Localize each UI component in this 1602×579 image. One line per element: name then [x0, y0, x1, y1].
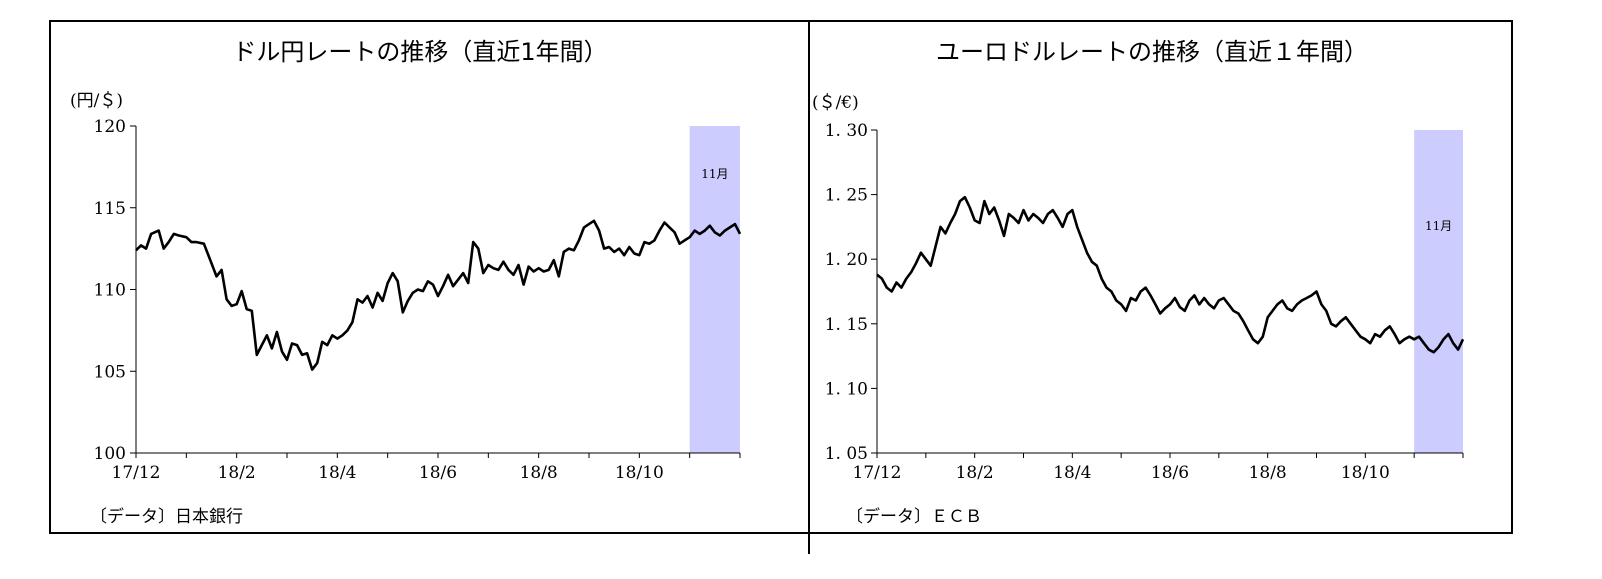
source-note: 〔データ〕ＥＣＢ	[846, 506, 982, 527]
y-tick-label: 1. 20	[825, 250, 868, 270]
x-tick-label: 18/6	[1151, 463, 1189, 483]
x-tick-label: 17/12	[853, 463, 902, 483]
x-tick-label: 18/8	[520, 463, 558, 483]
series-line	[135, 219, 742, 371]
x-tick-label: 18/4	[1053, 463, 1091, 483]
y-tick-label: 105	[94, 362, 126, 382]
highlight-label: 11月	[1425, 219, 1452, 233]
x-tick-label: 18/2	[956, 463, 994, 483]
highlight-band	[689, 126, 740, 453]
chart-title: ドル円レートの推移（直近1年間）	[232, 38, 607, 66]
plot-area: 11月 1. 05 1. 10 1. 15 1. 20 1. 25 1. 30 17/12 18…	[825, 121, 1465, 483]
series-line	[876, 195, 1465, 354]
usd-jpy-chart: ドル円レートの推移（直近1年間） (円/＄) 〔データ〕日本銀行 11月1001…	[70, 38, 742, 527]
x-tick-label: 18/4	[318, 463, 356, 483]
panel-divider	[808, 20, 810, 554]
y-tick-label: 110	[94, 281, 126, 301]
eur-usd-chart: ユーロドルレートの推移（直近１年間） (＄/€) 〔データ〕ＥＣＢ 11月 1. …	[812, 38, 1465, 527]
y-tick-label: 1. 05	[825, 444, 868, 464]
y-tick-label: 100	[94, 444, 126, 464]
x-tick-label: 18/2	[218, 463, 256, 483]
x-tick-label: 18/8	[1249, 463, 1287, 483]
chart-title: ユーロドルレートの推移（直近１年間）	[936, 38, 1368, 66]
plot-area: 11月 100 105 110 115 120 17/12 18/2 18/4 18/6 18/8 1…	[94, 117, 742, 483]
highlight-label: 11月	[701, 167, 728, 181]
y-tick-label: 120	[94, 117, 126, 137]
y-tick-label: 115	[94, 199, 126, 219]
figure-frame	[49, 20, 1513, 534]
y-unit-label: (円/＄)	[70, 91, 123, 111]
x-tick-label: 18/10	[1341, 463, 1390, 483]
y-unit-label: (＄/€)	[812, 93, 859, 113]
x-tick-label: 17/12	[112, 463, 161, 483]
x-tick-label: 18/10	[615, 463, 664, 483]
highlight-band	[1414, 130, 1463, 453]
y-tick-label: 1. 30	[825, 121, 868, 141]
x-tick-label: 18/6	[419, 463, 457, 483]
y-tick-label: 1. 10	[825, 379, 868, 399]
y-tick-label: 1. 25	[825, 186, 868, 206]
y-tick-label: 1. 15	[825, 315, 868, 335]
source-note: 〔データ〕日本銀行	[90, 506, 243, 527]
